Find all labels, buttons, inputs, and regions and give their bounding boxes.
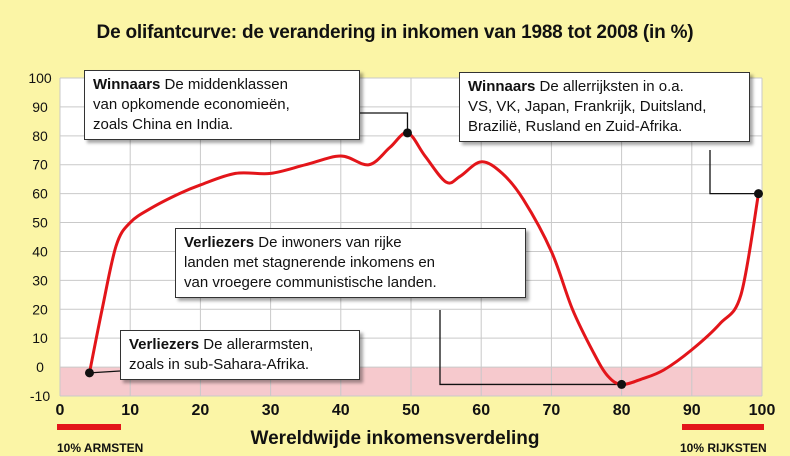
- y-tick-label: -10: [30, 388, 50, 404]
- y-tick-label: 30: [32, 272, 48, 288]
- band-bar-richest: [682, 424, 764, 430]
- callout-line: De allerarmsten,: [199, 336, 314, 353]
- callout-line: zoals China en India.: [93, 116, 234, 133]
- y-tick-label: 60: [32, 186, 48, 202]
- callout-leader-line: [354, 112, 409, 133]
- callout-line: landen met stagnerende inkomens en: [184, 254, 436, 271]
- callout-leader-line: [439, 310, 622, 386]
- x-tick-label: 50: [402, 402, 420, 419]
- data-point-marker: [84, 368, 94, 378]
- x-tick-label: 20: [192, 402, 210, 419]
- curve-series: [88, 131, 760, 386]
- y-tick-label: 100: [28, 70, 52, 86]
- callout-bold: Verliezers: [184, 234, 255, 251]
- y-tick-label: 0: [36, 359, 44, 375]
- y-tick-label: 40: [32, 243, 48, 259]
- callout-losers-rich-countries: Verliezers De inwoners van rijke landen …: [175, 228, 526, 298]
- callout-losers-poorest: Verliezers De allerarmsten, zoals in sub…: [120, 330, 360, 380]
- callout-bold: Winnaars: [93, 76, 161, 93]
- callout-line: zoals in sub-Sahara-Afrika.: [129, 356, 310, 373]
- x-tick-label: 30: [262, 402, 280, 419]
- y-tick-label: 20: [32, 301, 48, 317]
- x-tick-label: 60: [472, 402, 490, 419]
- data-point-marker: [617, 379, 627, 389]
- x-tick-label: 40: [332, 402, 350, 419]
- y-tick-label: 70: [32, 157, 48, 173]
- callout-leader-line: [709, 150, 759, 195]
- series-line: [88, 131, 760, 386]
- x-tick-label: 10: [121, 402, 139, 419]
- y-tick-label: 50: [32, 215, 48, 231]
- callout-line: van vroegere communistische landen.: [184, 274, 437, 291]
- callout-line: De inwoners van rijke: [254, 234, 402, 251]
- callout-bold: Winnaars: [468, 78, 536, 95]
- callout-line: De middenklassen: [160, 76, 288, 93]
- chart-title: De olifantcurve: de verandering in inkom…: [96, 22, 694, 43]
- callout-line: Brazilië, Rusland en Zuid-Afrika.: [468, 118, 683, 135]
- callout-leader-line: [89, 370, 121, 374]
- callout-line: De allerrijksten in o.a.: [535, 78, 684, 95]
- data-point-marker: [753, 189, 763, 199]
- y-tick-label: 10: [32, 330, 48, 346]
- band-label-poorest: 10% ARMSTEN: [57, 441, 144, 455]
- curve-markers: [84, 128, 763, 389]
- x-axis-label: Wereldwijde inkomensverdeling: [250, 428, 540, 449]
- x-axis-ticks: 0 10 20 30 40 50 60 70 80 90 100: [56, 402, 776, 419]
- callout-line: VS, VK, Japan, Frankrijk, Duitsland,: [468, 98, 707, 115]
- x-tick-label: 100: [749, 402, 776, 419]
- callout-bold: Verliezers: [129, 336, 200, 353]
- callout-winners-richest: Winnaars De allerrijksten in o.a. VS, VK…: [459, 72, 750, 142]
- x-tick-label: 70: [543, 402, 561, 419]
- x-tick-label: 80: [613, 402, 631, 419]
- y-tick-label: 90: [32, 99, 48, 115]
- callout-leaders: [89, 112, 759, 386]
- data-point-marker: [402, 128, 412, 138]
- callout-winners-middle-class: Winnaars De middenklassen van opkomende …: [84, 70, 360, 140]
- callout-line: van opkomende economieën,: [93, 96, 290, 113]
- band-bar-poorest: [57, 424, 121, 430]
- y-tick-label: 80: [32, 128, 48, 144]
- band-label-richest: 10% RIJKSTEN: [680, 441, 767, 455]
- x-tick-label: 90: [683, 402, 701, 419]
- x-tick-label: 0: [56, 402, 65, 419]
